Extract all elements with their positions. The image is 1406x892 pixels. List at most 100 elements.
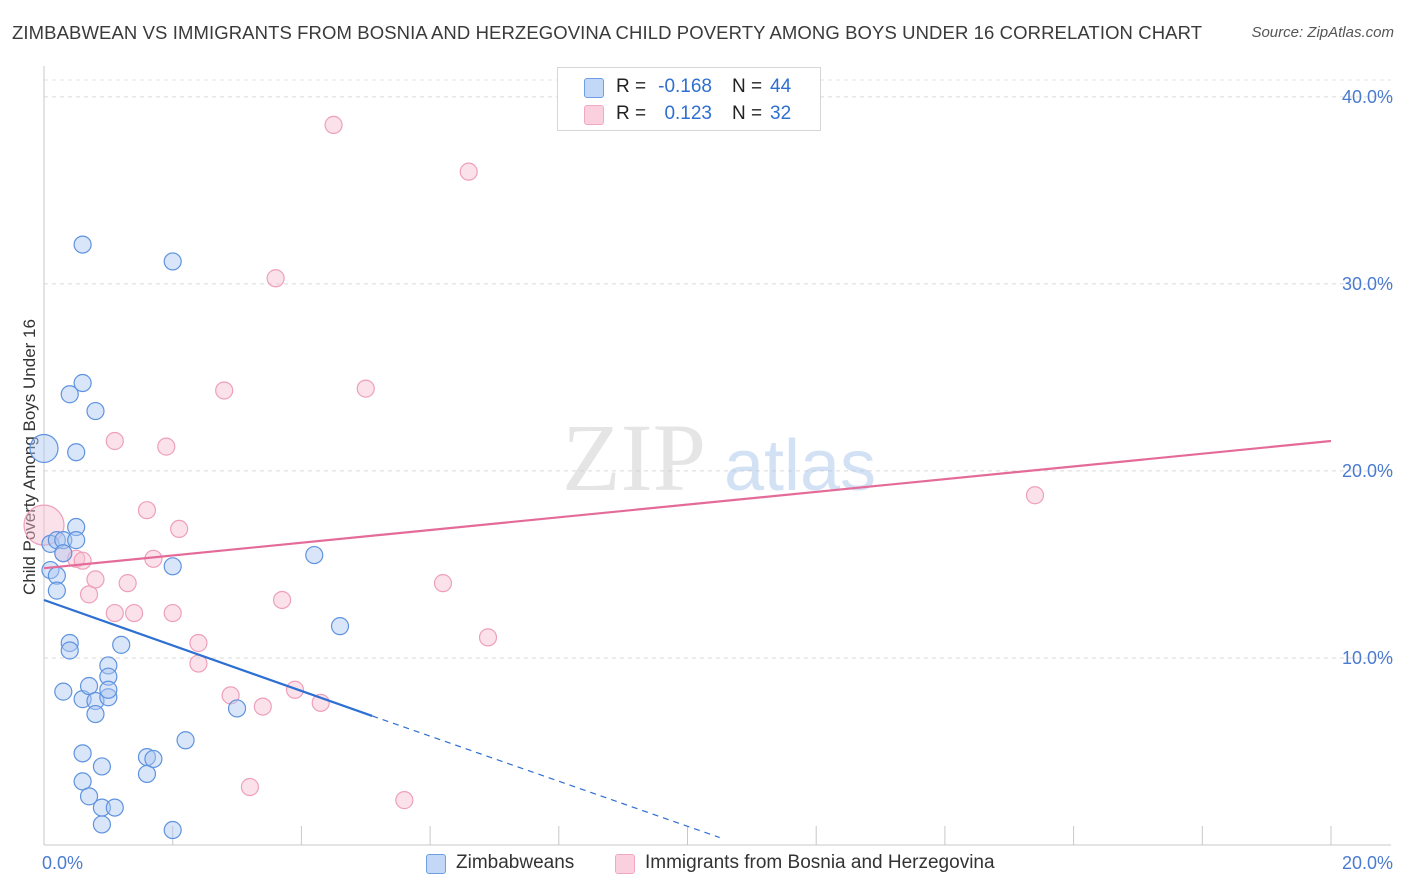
bosnia-point [163, 603, 182, 623]
zimbabwean-point [79, 676, 99, 696]
bosnia-point [221, 686, 240, 705]
zimbabwean-point [99, 680, 118, 699]
grid-lines [44, 79, 1391, 659]
zimbabwean-point [67, 517, 86, 537]
bosnia-point [253, 697, 272, 716]
zimbabwean-point [163, 557, 182, 576]
bosnia-point [105, 603, 124, 623]
bosnia-point [433, 574, 453, 593]
bosnia-trend-line [43, 439, 1332, 570]
legend-swatch-pink [584, 105, 604, 125]
zimbabwean-point [79, 787, 99, 806]
zimbabwean-point [163, 820, 182, 840]
bosnia-point [356, 379, 375, 398]
y-tick-label: 10.0% [1342, 648, 1393, 668]
legend-r-value: 0.123 [664, 103, 712, 124]
zimbabwean-point [67, 443, 86, 462]
legend-swatch-blue [584, 78, 604, 98]
bosnia-point [79, 585, 99, 604]
bosnia-point [459, 162, 478, 181]
zimbabwean-point [86, 704, 105, 724]
zimbabwean-point [163, 252, 182, 271]
bosnia-point [137, 501, 157, 520]
zimbabwean-point [60, 385, 79, 404]
bosnia-point [240, 777, 260, 797]
bosnia-point [266, 269, 285, 288]
zimbabwean-point [67, 531, 86, 550]
legend-label-zimbabweans: Zimbabweans [456, 852, 575, 873]
zimbabwean-point [54, 544, 73, 563]
y-tick-label: 40.0% [1342, 87, 1393, 107]
legend-n-value: 32 [770, 103, 792, 124]
y-tick-label: 30.0% [1342, 274, 1393, 294]
zimbabwean-point [73, 772, 92, 791]
y-tick-label: 20.0% [1342, 461, 1393, 481]
bosnia-point [118, 574, 137, 593]
zimbabwean-point [112, 635, 131, 654]
zimbabwean-point [176, 731, 195, 750]
zimbabwean-point [105, 798, 124, 817]
legend-r-value: -0.168 [658, 76, 712, 97]
zimbabwean-point [227, 699, 247, 718]
legend-label-bosnia: Immigrants from Bosnia and Herzegovina [645, 852, 995, 873]
watermark-zip: ZIP [562, 404, 706, 511]
zimbabwean-point [29, 433, 59, 464]
bosnia-point [124, 603, 144, 623]
zimbabwean-trend-line [43, 598, 373, 717]
bosnia-points [23, 115, 1045, 810]
bosnia-point [189, 633, 208, 653]
zimbabwean-point [60, 633, 79, 653]
zimbabwean-point [54, 682, 73, 701]
bosnia-point [73, 551, 92, 570]
legend-r-label: R = [616, 103, 647, 124]
trend-lines [43, 439, 1332, 839]
legend-row-bosnia: R = 0.123 N = 32 [558, 101, 820, 127]
zimbabwean-point [73, 744, 92, 763]
legend-row-zimbabweans: R = -0.168 N = 44 [558, 74, 820, 100]
chart-title: ZIMBABWEAN VS IMMIGRANTS FROM BOSNIA AND… [12, 22, 1203, 43]
zimbabwean-point [144, 749, 163, 769]
legend-n-value: 44 [770, 76, 792, 97]
bosnia-point [105, 431, 124, 451]
source-label: Source: ZipAtlas.com [1251, 24, 1394, 41]
tick-labels: 10.0% 20.0% 30.0% 40.0% 0.0% 20.0% [42, 87, 1393, 873]
zimbabwean-point [330, 617, 350, 636]
bosnia-point [86, 570, 105, 589]
bosnia-point [272, 590, 292, 610]
bosnia-point [478, 628, 498, 647]
zimbabwean-point [92, 757, 112, 776]
legend-n-label: N = [732, 103, 763, 124]
legend-swatch-pink [615, 854, 635, 874]
zimbabwean-point [99, 688, 118, 707]
zimbabwean-point [54, 531, 73, 550]
bosnia-point [23, 504, 65, 546]
axes [43, 66, 1391, 846]
bosnia-point [170, 519, 189, 538]
zimbabwean-point [92, 798, 112, 817]
x-tick-label: 20.0% [1342, 853, 1393, 873]
bosnia-point [157, 437, 176, 456]
bosnia-point [324, 115, 343, 134]
zimbabwean-point [47, 581, 66, 600]
bosnia-point [1025, 486, 1045, 505]
series-legend: Zimbabweans Immigrants from Bosnia and H… [0, 850, 1406, 880]
zimbabwean-trend-extension [371, 715, 720, 839]
zimbabwean-point [305, 545, 324, 565]
zimbabwean-point [137, 764, 157, 784]
zimbabwean-points [29, 235, 350, 840]
legend-swatch-blue [426, 854, 446, 874]
zimbabwean-point [99, 667, 118, 686]
zimbabwean-point [86, 401, 105, 421]
zimbabwean-point [47, 531, 66, 550]
bosnia-point [215, 381, 234, 400]
zimbabwean-point [60, 641, 79, 660]
bosnia-point [395, 791, 414, 810]
zimbabwean-point [73, 373, 92, 393]
x-tick-label: 0.0% [42, 853, 83, 873]
legend-n-label: N = [732, 76, 763, 97]
correlation-legend: R = -0.168 N = 44 R = 0.123 N = 32 [557, 67, 821, 131]
legend-r-label: R = [616, 76, 647, 97]
zimbabwean-point [92, 815, 112, 834]
watermark: ZIP atlas [562, 404, 876, 511]
